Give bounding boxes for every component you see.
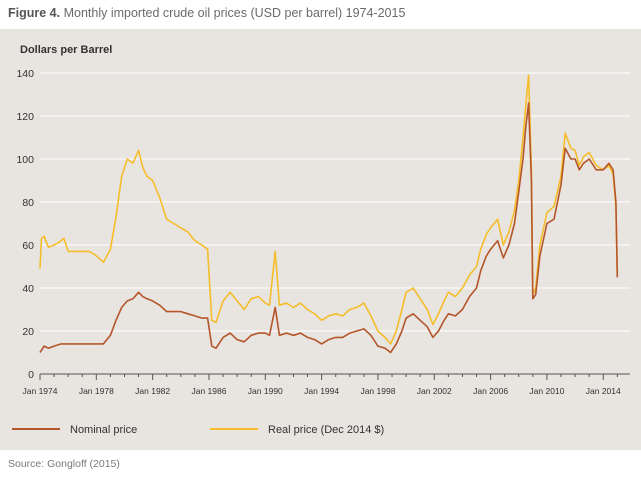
x-tick-label: Jan 1994 [304,386,339,396]
y-tick-label: 20 [22,326,34,338]
legend-label: Nominal price [70,424,137,436]
x-axis: Jan 1974 Jan 1978 Jan 1982 Jan 1986 Jan 1990… [23,373,630,396]
x-tick-label: Jan 1974 [23,386,58,396]
x-tick-label: Jan 1998 [360,386,395,396]
figure-title: Figure 4. Monthly imported crude oil pri… [8,6,405,20]
x-tick-label: Jan 1982 [135,386,170,396]
nominal-price-line [39,102,619,354]
y-axis-label: Dollars per Barrel [20,44,112,56]
y-tick-label: 120 [16,111,34,123]
x-tick-label: Jan 1990 [248,386,283,396]
x-tick-label: Jan 2002 [417,386,452,396]
y-tick-label: 0 [28,369,34,381]
x-tick-label: Jan 1986 [191,386,226,396]
y-tick-label: 40 [22,283,34,295]
series-lines [39,74,619,354]
x-tick-label: Jan 2014 [586,386,621,396]
x-tick-label: Jan 2010 [529,386,564,396]
legend-label: Real price (Dec 2014 $) [268,424,384,436]
y-tick-label: 80 [22,197,34,209]
y-tick-labels: 0 20 40 60 80 100 120 140 [16,68,34,381]
x-tick-label: Jan 1978 [79,386,114,396]
line-chart: Dollars per Barrel 0 20 40 60 80 100 120 140 Ja… [12,44,630,436]
gridlines [40,72,630,332]
source-note: Source: Gongloff (2015) [8,458,120,470]
x-tick-label: Jan 2006 [473,386,508,396]
y-tick-label: 100 [16,154,34,166]
real-price-line [39,74,619,345]
chart-panel: Dollars per Barrel 0 20 40 60 80 100 120 140 Ja… [0,29,641,450]
figure-number: Figure 4. [8,6,61,20]
y-tick-label: 60 [22,240,34,252]
figure-caption: Monthly imported crude oil prices (USD p… [63,6,406,20]
legend: Nominal price Real price (Dec 2014 $) [12,424,384,436]
y-tick-label: 140 [16,68,34,80]
